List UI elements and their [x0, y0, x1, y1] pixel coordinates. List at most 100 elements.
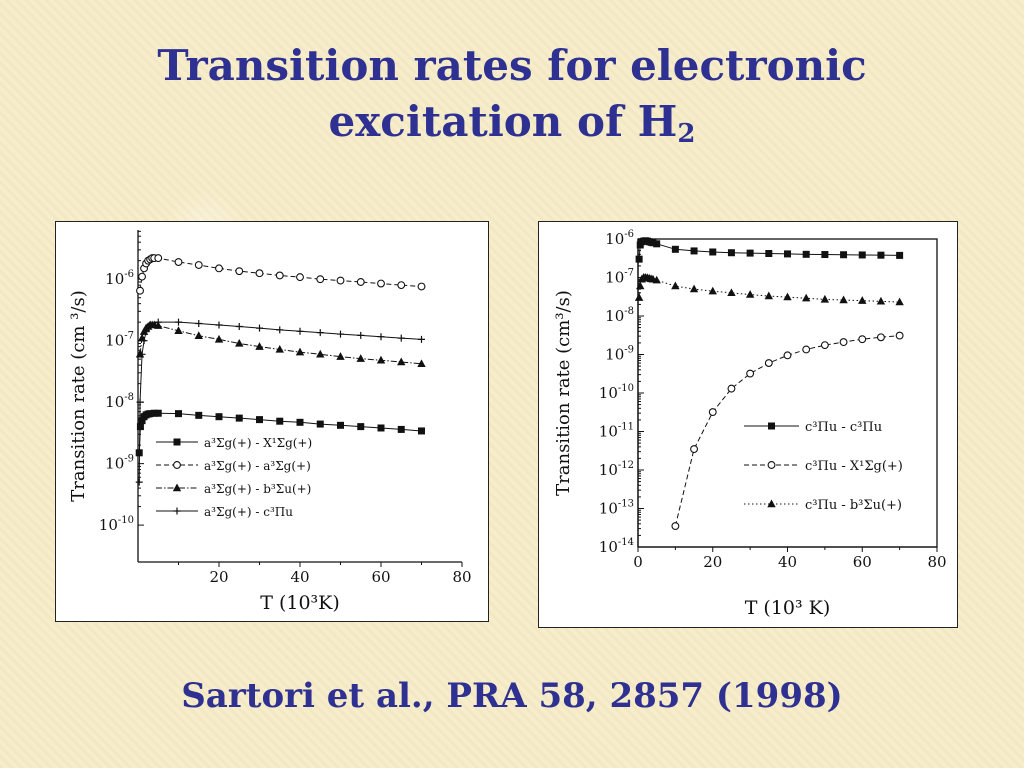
data-point: [377, 333, 385, 341]
data-point: [336, 276, 345, 285]
data-point: [194, 261, 203, 269]
data-point: [296, 418, 304, 426]
legend-label: c³Πu - b³Σu(+): [805, 498, 902, 513]
slide-title: Transition rates for electronic excitati…: [0, 38, 1024, 162]
legend-marker: [173, 438, 181, 446]
right-chart-panel: 0 20 40 60 80 10-14 10-13 10-12 10-11 10-10 10-9 10…: [538, 221, 958, 628]
data-point: [783, 351, 792, 360]
data-point: [336, 352, 345, 360]
left-chart: 20 40 60 80 10-10 10-9 10-8 10-7 10-6 T (10³K) Tra…: [68, 230, 472, 614]
legend-marker: [767, 499, 776, 508]
data-point: [745, 290, 755, 298]
data-point: [377, 424, 385, 432]
data-point: [376, 355, 386, 364]
y-tick-label: 10-10: [99, 515, 134, 534]
data-point: [337, 421, 344, 429]
x-tick-label: 80: [452, 568, 471, 586]
data-point: [235, 338, 244, 347]
data-point: [214, 334, 224, 343]
data-point: [746, 369, 755, 378]
data-point: [316, 349, 325, 358]
legend-label: c³Πu - c³Πu: [805, 420, 882, 435]
x-tick-label: 60: [371, 568, 390, 586]
data-point: [820, 294, 830, 303]
x-tick-label: 60: [853, 553, 872, 571]
data-point: [255, 269, 264, 278]
data-point: [397, 281, 406, 290]
data-point: [136, 423, 144, 431]
y-tick-label: 10-10: [599, 383, 634, 402]
data-point: [357, 423, 365, 431]
data-point: [356, 278, 365, 286]
data-point: [136, 286, 144, 295]
data-point: [858, 251, 866, 259]
data-point: [418, 427, 425, 435]
data-point: [821, 251, 829, 259]
data-point: [690, 247, 698, 255]
data-point: [146, 410, 154, 418]
data-point: [235, 267, 244, 276]
data-point: [337, 330, 344, 338]
data-point: [174, 326, 183, 334]
y-axis-label: Transition rate (cm³/s): [553, 290, 574, 496]
y-tick-label: 10-8: [605, 306, 634, 325]
data-point: [138, 272, 147, 281]
data-point: [746, 249, 754, 257]
data-point: [154, 318, 162, 326]
data-point: [296, 327, 304, 335]
title-line-2: excitation of H2: [0, 94, 1024, 162]
data-point: [295, 347, 305, 356]
data-point: [802, 250, 810, 258]
legend-marker: [173, 461, 181, 469]
data-point: [397, 425, 405, 433]
y-tick-label: 10-14: [599, 537, 634, 556]
data-point: [671, 245, 679, 253]
data-point: [215, 321, 223, 329]
data-point: [690, 445, 699, 454]
x-tick-label: 40: [290, 568, 309, 586]
legend-marker: [768, 422, 775, 430]
legend-label: a³Σg(+) - c³Πu: [204, 505, 293, 519]
left-chart-panel: 20 40 60 80 10-10 10-9 10-8 10-7 10-6 T (10³K) Tra…: [55, 221, 489, 622]
data-point: [146, 321, 154, 329]
data-point: [858, 335, 867, 344]
y-tick-label: 10-9: [605, 345, 634, 364]
data-point: [876, 333, 885, 342]
y-tick-label: 10-11: [599, 422, 634, 441]
y-tick-label: 10-13: [599, 499, 634, 518]
legend-label: a³Σg(+) - b³Σu(+): [204, 482, 311, 496]
data-point: [708, 408, 717, 417]
data-point: [397, 334, 405, 342]
data-point: [636, 281, 645, 290]
data-point: [140, 337, 148, 345]
data-point: [649, 239, 657, 247]
data-point: [142, 328, 150, 336]
data-point: [357, 331, 365, 339]
y-tick-label: 10-12: [599, 460, 634, 479]
data-point: [174, 258, 183, 266]
data-point: [765, 250, 773, 258]
data-point: [764, 291, 774, 300]
data-point: [652, 275, 661, 284]
y-tick-label: 10-9: [105, 454, 134, 473]
data-point: [709, 248, 717, 256]
data-point: [154, 409, 162, 417]
title-line-2-main: excitation of H: [328, 97, 678, 146]
data-point: [276, 417, 284, 425]
data-point: [671, 522, 680, 531]
y-tick-label: 10-6: [105, 269, 134, 288]
data-point: [840, 251, 848, 259]
data-point: [255, 342, 264, 350]
y-axis-label: Transition rate (cm ³/s): [68, 290, 89, 501]
data-point: [895, 297, 904, 306]
y-tick-label: 10-7: [105, 331, 134, 350]
legend-label: a³Σg(+) - X¹Σg(+): [204, 436, 312, 450]
data-point: [377, 279, 385, 288]
y-tick-label: 10-8: [105, 392, 134, 411]
citation: Sartori et al., PRA 58, 2857 (1998): [181, 676, 843, 716]
legend-label: a³Σg(+) - a³Σg(+): [204, 459, 311, 473]
data-point: [671, 281, 680, 290]
data-point: [296, 273, 304, 282]
data-point: [195, 320, 203, 328]
data-point: [417, 359, 426, 368]
